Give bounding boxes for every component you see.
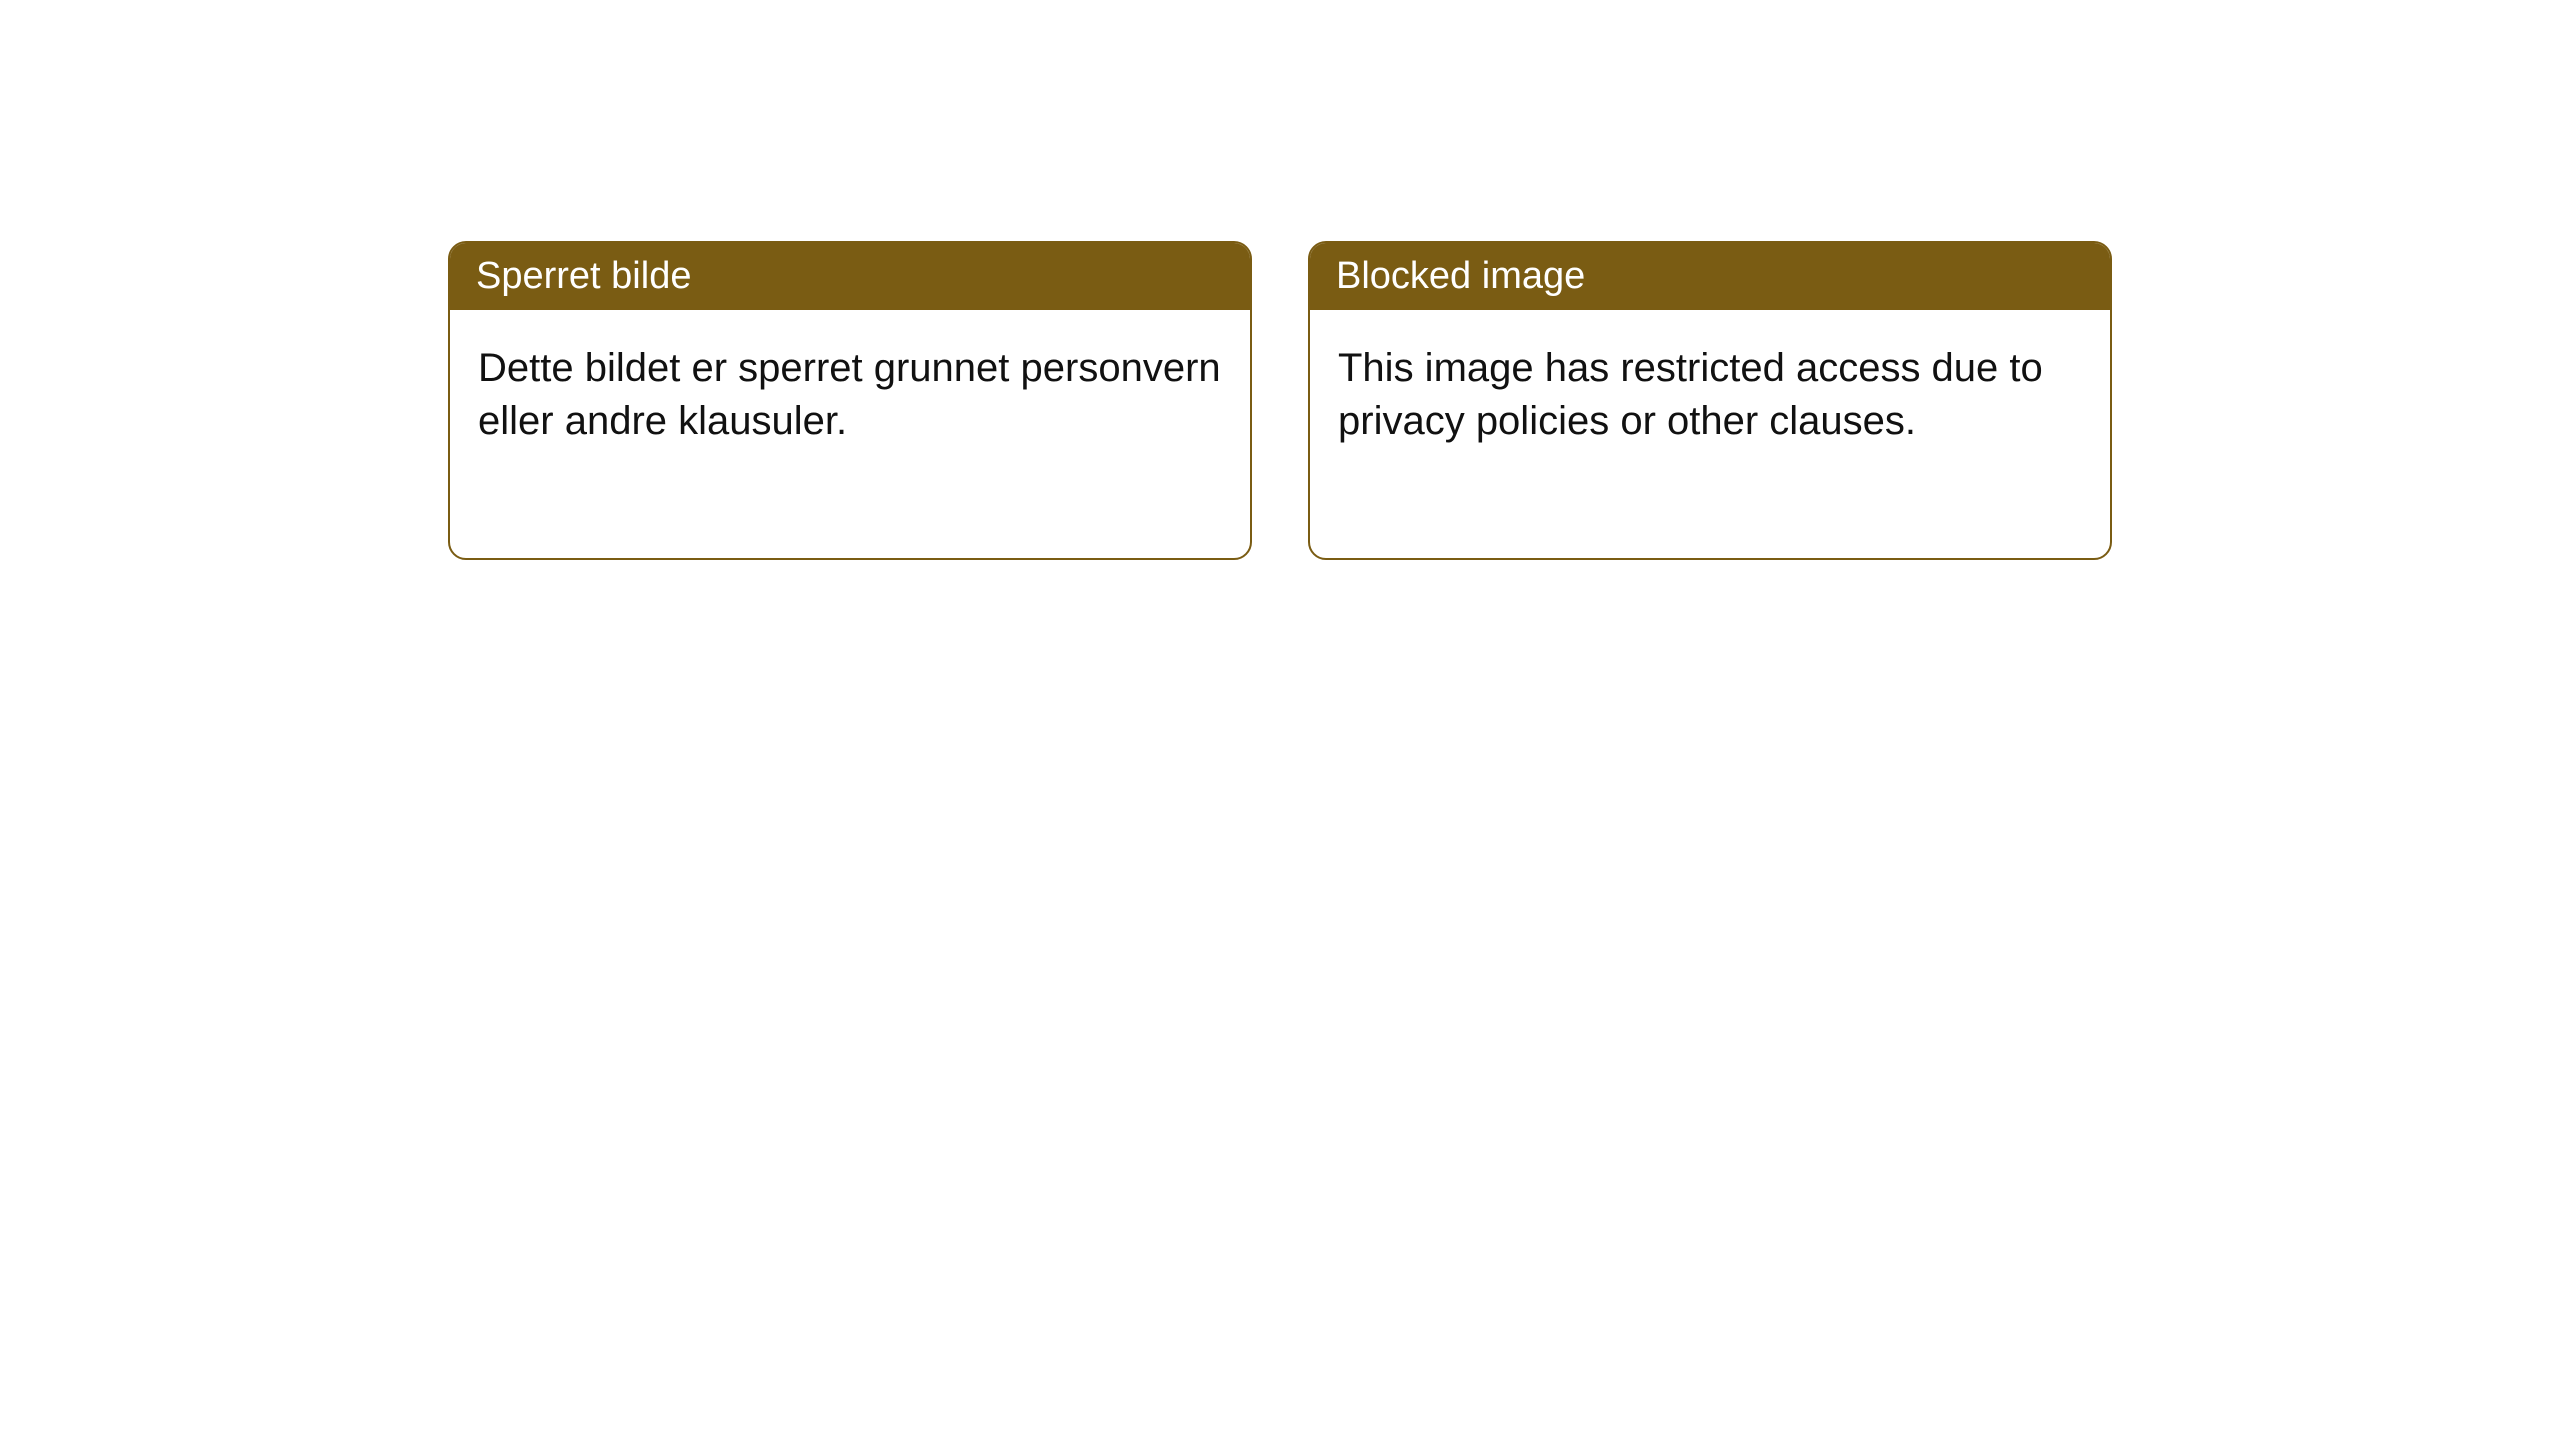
card-title-en: Blocked image bbox=[1336, 255, 1585, 297]
card-body-no: Dette bildet er sperret grunnet personve… bbox=[450, 310, 1250, 558]
blocked-image-card-en: Blocked image This image has restricted … bbox=[1308, 241, 2112, 560]
blocked-image-card-no: Sperret bilde Dette bildet er sperret gr… bbox=[448, 241, 1252, 560]
card-body-en: This image has restricted access due to … bbox=[1310, 310, 2110, 558]
card-message-en: This image has restricted access due to … bbox=[1338, 346, 2043, 443]
card-header-no: Sperret bilde bbox=[450, 243, 1250, 310]
card-message-no: Dette bildet er sperret grunnet personve… bbox=[478, 346, 1221, 443]
notice-container: Sperret bilde Dette bildet er sperret gr… bbox=[448, 241, 2112, 560]
card-title-no: Sperret bilde bbox=[476, 255, 691, 297]
card-header-en: Blocked image bbox=[1310, 243, 2110, 310]
